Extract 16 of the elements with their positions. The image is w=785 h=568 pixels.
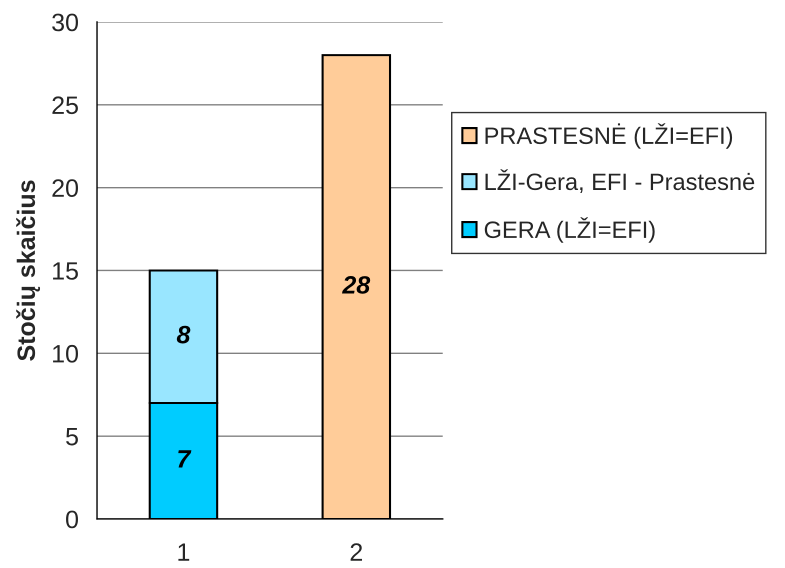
legend-label: PRASTESNĖ (LŽI=EFI) [486,123,732,149]
y-tick-label: 0 [66,510,78,528]
y-tick-label: 25 [52,96,78,114]
y-tick-label: 20 [52,179,78,197]
y-tick-label: 30 [52,14,78,32]
y-axis-title: Stočių skaičius [16,180,40,361]
y-tick-label: 15 [53,262,78,280]
data-label: 28 [342,276,370,294]
legend-label: LŽI-Gera, EFI - Prastesnė [486,169,754,193]
legend-label: GERA (LŽI=EFI) [484,217,655,243]
data-label: 8 [176,326,190,344]
data-label: 7 [178,450,192,468]
x-tick-label: 2 [350,543,362,561]
y-tick-label: 5 [66,428,78,446]
x-tick-label: 1 [178,544,190,561]
y-tick-label: 10 [53,344,78,363]
